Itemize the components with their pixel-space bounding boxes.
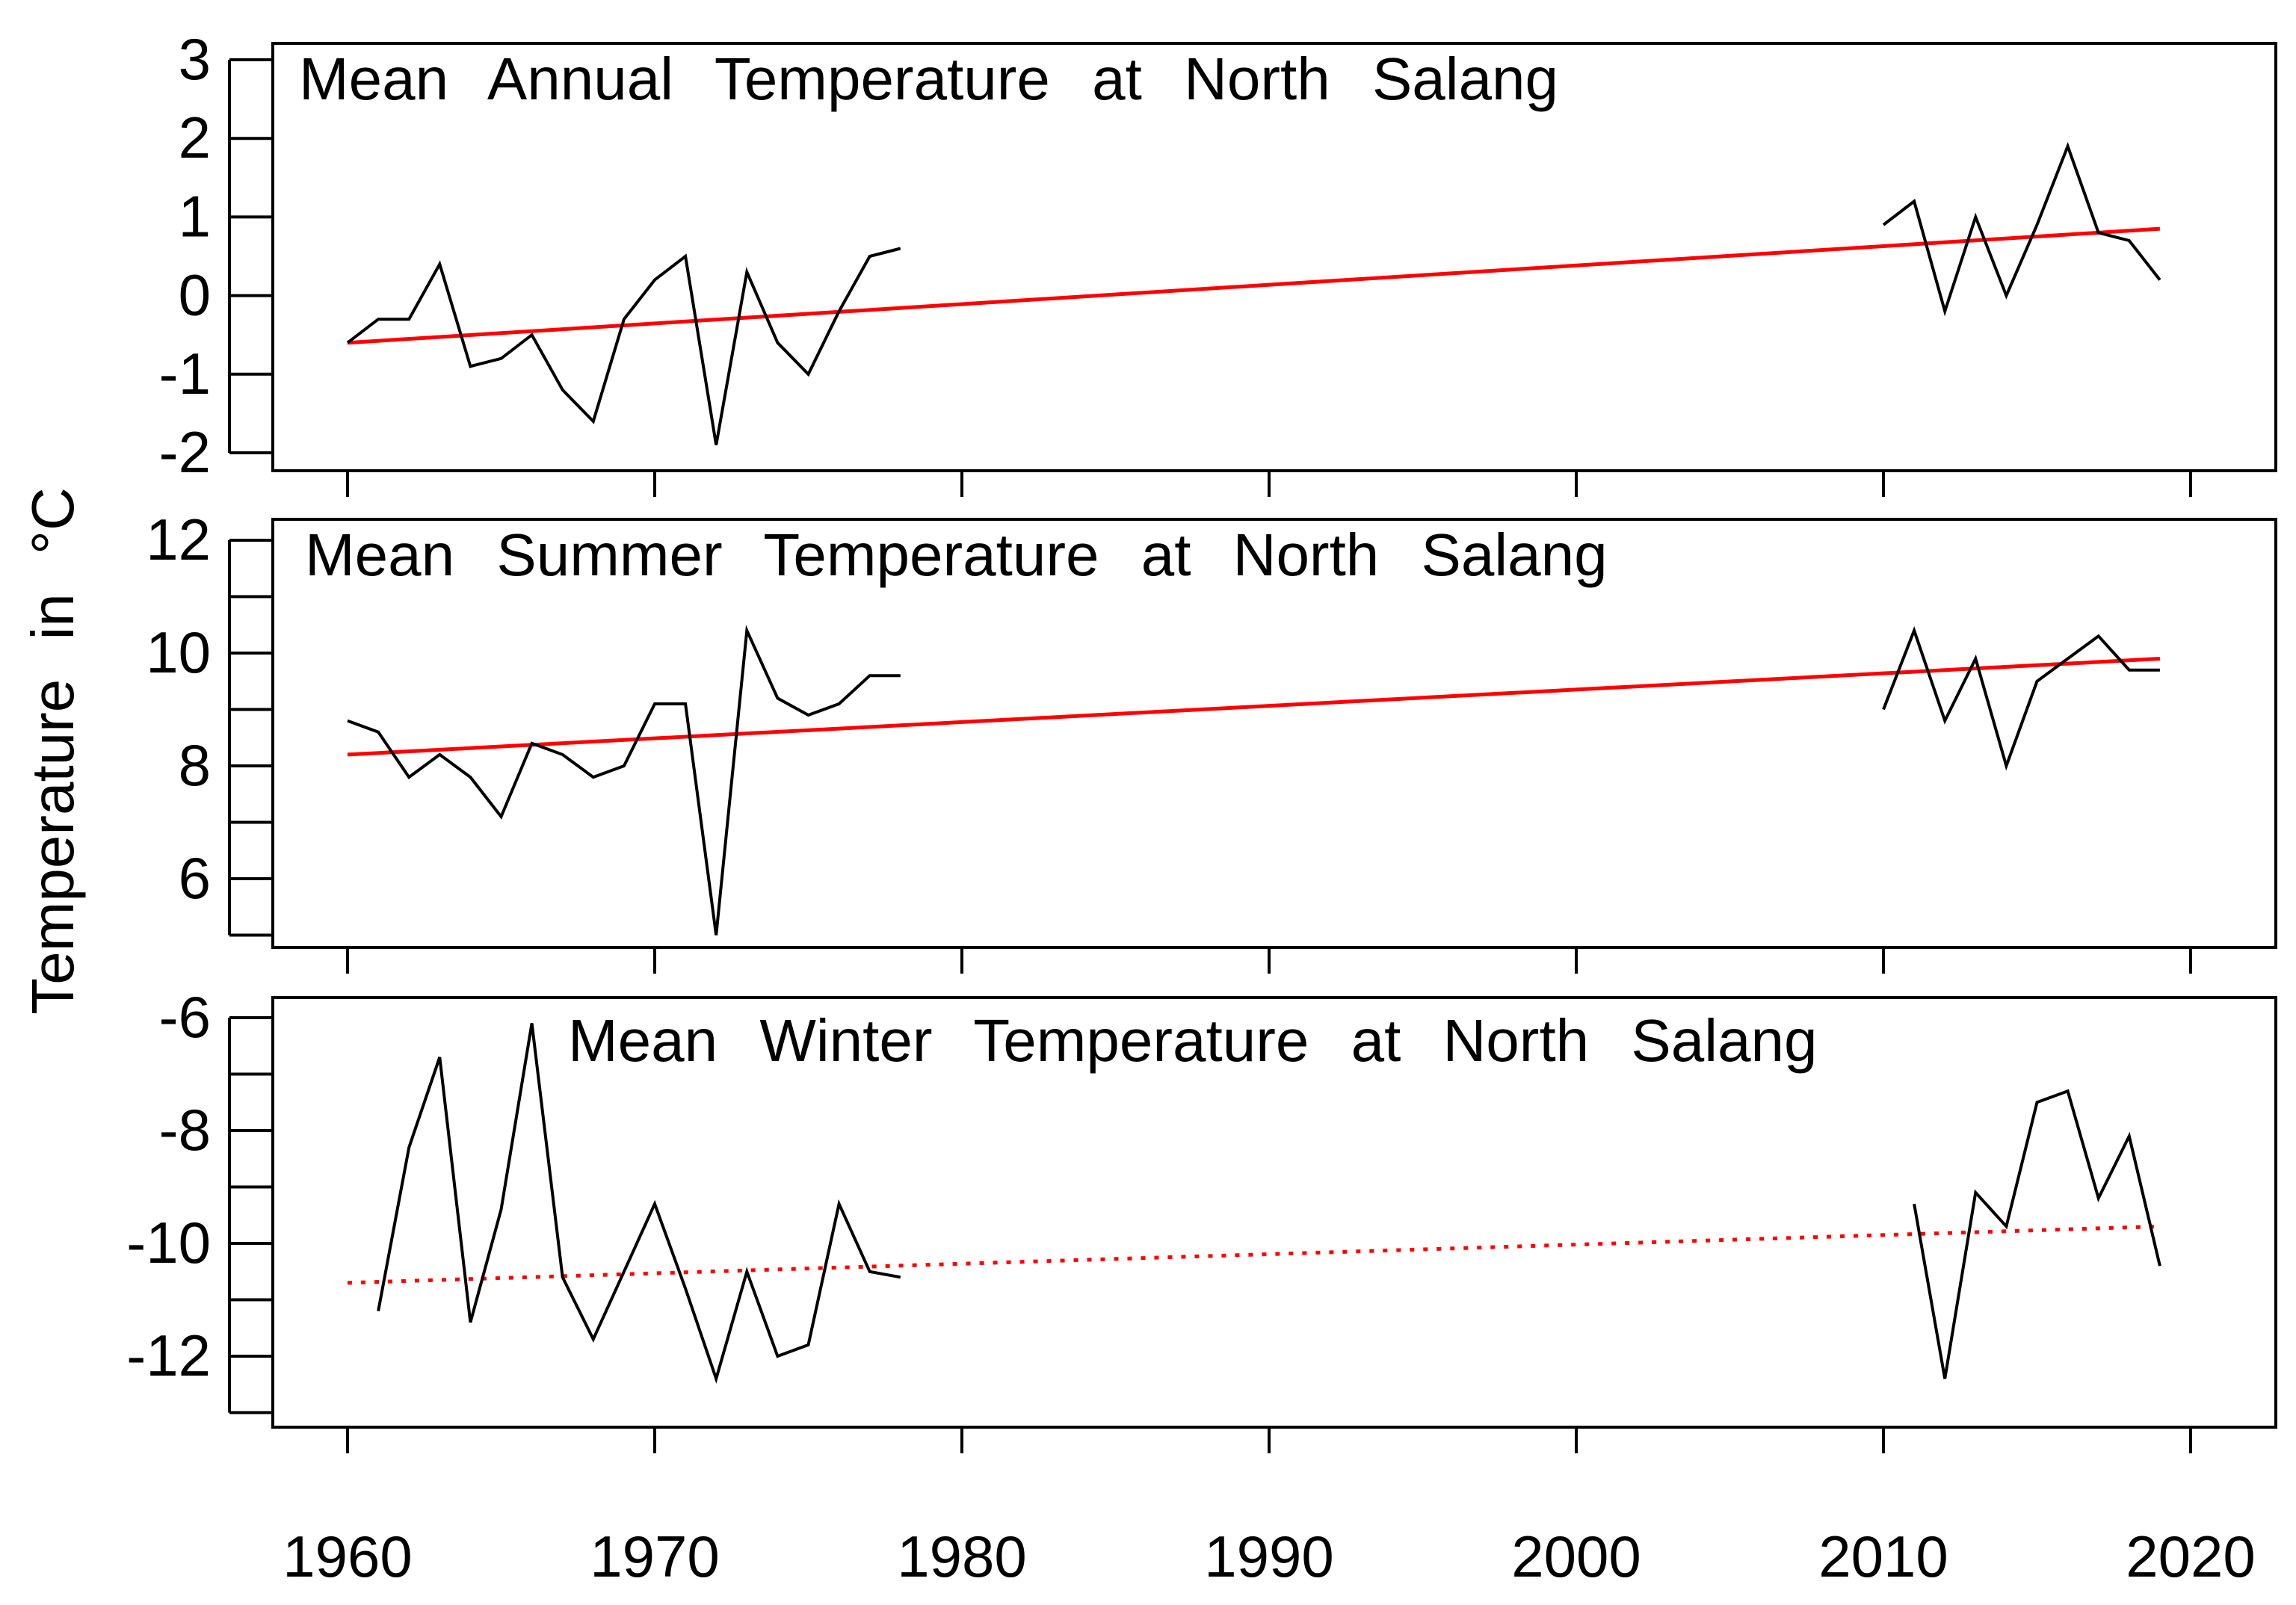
x-tick-label-2010: 2010 [1818,1524,1948,1589]
panel-2-y-tick-label: 6 [179,845,211,911]
panel-1-trend-line [347,226,2161,345]
panel-1-title: Mean Annual Temperature at North Salang [299,46,1558,112]
panel-1-y-tick-label: -2 [159,419,211,485]
panel-2-series-2-line [1882,625,2160,771]
panel-3-y-tick-label: -8 [159,1097,211,1163]
panel-2-title: Mean Summer Temperature at North Salang [305,522,1608,588]
panel-3-y-tick-label: -6 [159,984,211,1050]
panel-1-frame [271,42,2277,472]
panel-2-y-tick-label: 8 [179,732,211,798]
panel-2-series-1-line [347,625,901,936]
panel-2-y-tick-label: 12 [146,507,211,572]
panel-1-y-tick-label: 1 [179,183,211,249]
panel-1-y-tick-label: 3 [179,26,211,92]
x-tick-label-1980: 1980 [897,1524,1027,1589]
x-tick-label-2000: 2000 [1511,1524,1641,1589]
panel-1-y-tick-label: -1 [159,341,211,406]
panel-2-y-tick-label: 10 [146,619,211,685]
x-tick-label-2020: 2020 [2126,1524,2256,1589]
x-tick-label-1970: 1970 [590,1524,720,1589]
panel-3-y-tick-label: -12 [126,1323,211,1388]
y-axis-label: Temperature in °C [19,487,86,1015]
panel-2-trend-line [347,657,2161,757]
panel-2-frame [271,518,2277,949]
panel-1-y-tick-label: 2 [179,105,211,170]
panel-3-series-1-line [377,1023,901,1384]
panel-3-trend-line [347,1224,2160,1285]
panel-3-y-tick-label: -10 [126,1210,211,1275]
panel-1-series-1-line [346,247,901,445]
panel-3-title: Mean Winter Temperature at North Salang [568,1007,1817,1074]
panel-1-series-2-line [1882,141,2161,317]
panel-3-frame [271,996,2277,1429]
panel-1-y-tick-label: 0 [179,262,211,328]
x-tick-label-1960: 1960 [283,1524,413,1589]
panel-3-series-2-line [1913,1089,2161,1379]
x-tick-label-1990: 1990 [1204,1524,1334,1589]
